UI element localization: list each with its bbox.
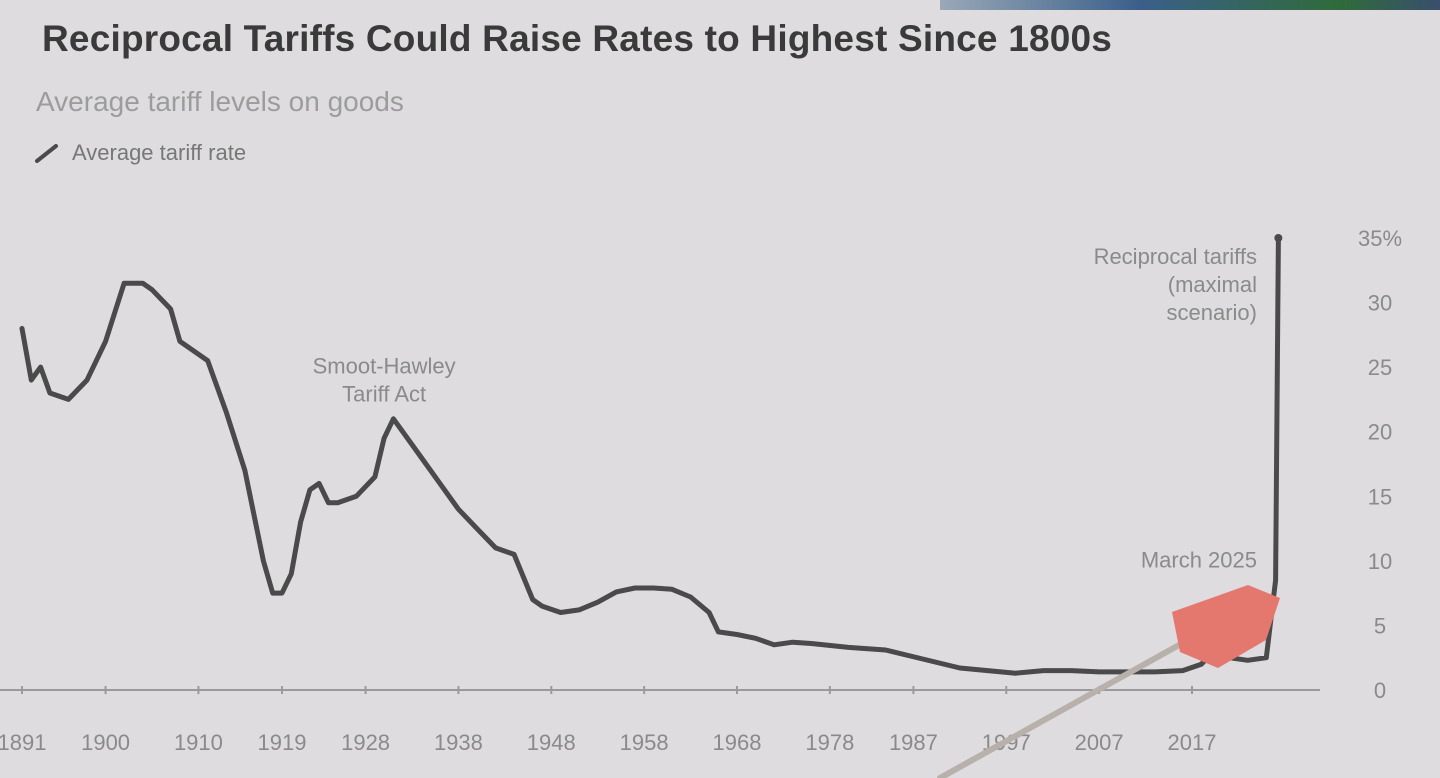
annotation-text: March 2025 xyxy=(1141,547,1257,572)
x-tick-label: 1938 xyxy=(434,730,483,755)
x-tick-label: 2007 xyxy=(1075,730,1124,755)
y-tick-label: 15 xyxy=(1368,484,1392,509)
series-layer xyxy=(19,234,1283,676)
x-tick-label: 1978 xyxy=(805,730,854,755)
x-tick-label: 1919 xyxy=(258,730,307,755)
y-tick-label: 5 xyxy=(1374,613,1386,638)
background-window-strip xyxy=(940,0,1440,10)
y-tick-label: 25 xyxy=(1368,355,1392,380)
chart-title: Reciprocal Tariffs Could Raise Rates to … xyxy=(42,18,1113,59)
x-tick-label: 1948 xyxy=(527,730,576,755)
laser-pointer-stick xyxy=(937,622,1218,778)
legend-swatch-icon xyxy=(35,144,58,163)
pointer-tip-icon xyxy=(1172,585,1280,668)
series-line-average-tariff-rate xyxy=(19,235,1281,676)
y-tick-label: 30 xyxy=(1368,291,1392,316)
x-tick-label: 1910 xyxy=(174,730,223,755)
y-tick-label: 0 xyxy=(1374,678,1386,703)
annotation-text: Smoot-Hawley xyxy=(313,354,456,379)
y-tick-label: 20 xyxy=(1368,420,1392,445)
annotation-text: scenario) xyxy=(1167,300,1257,325)
annotation-text: (maximal xyxy=(1168,272,1257,297)
y-tick-label: 35% xyxy=(1358,226,1402,251)
annotation-text: Reciprocal tariffs xyxy=(1094,244,1257,269)
x-tick-label: 2017 xyxy=(1168,730,1217,755)
chart-legend: Average tariff rate xyxy=(34,140,246,166)
series-endpoint-marker xyxy=(1274,234,1283,242)
y-tick-label: 10 xyxy=(1368,549,1392,574)
x-tick-label: 1968 xyxy=(713,730,762,755)
chart-subtitle: Average tariff levels on goods xyxy=(36,86,404,117)
legend-entry-average-tariff-rate: Average tariff rate xyxy=(72,140,247,165)
annotations: Smoot-Hawley Tariff Act Reciprocal tariffs… xyxy=(313,244,1257,572)
pointer-layer xyxy=(937,585,1280,778)
annotation-text: Tariff Act xyxy=(342,382,426,407)
x-tick-label: 1928 xyxy=(341,730,390,755)
x-tick-label: 1987 xyxy=(889,730,938,755)
x-tick-label: 1958 xyxy=(620,730,669,755)
x-tick-label: 1900 xyxy=(81,730,130,755)
x-tick-label: 1891 xyxy=(0,730,46,755)
